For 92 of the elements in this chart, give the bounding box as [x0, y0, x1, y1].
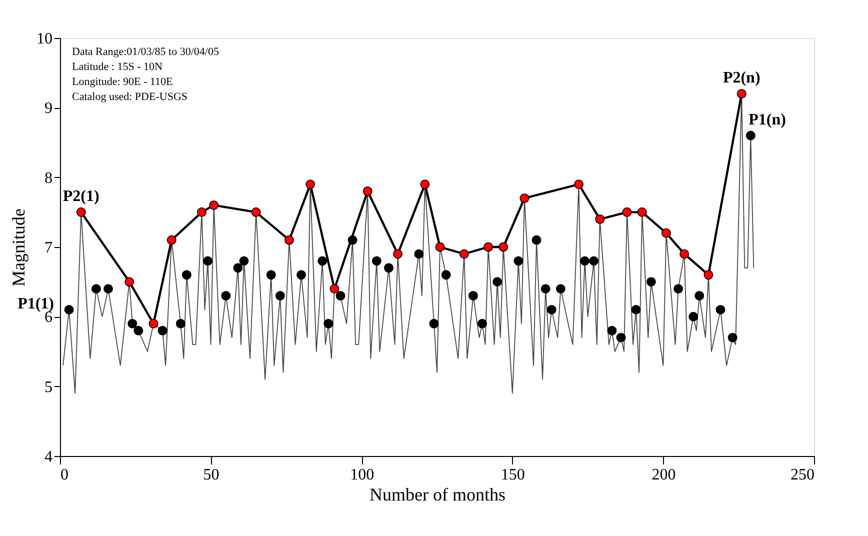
x-axis-title: Number of months: [370, 484, 506, 504]
point: [266, 270, 276, 280]
point: [384, 263, 394, 273]
point: [574, 180, 584, 190]
point: [459, 249, 469, 259]
point: [661, 228, 671, 238]
point: [221, 291, 231, 300]
x-tick-label: 200: [652, 466, 676, 484]
point: [540, 284, 550, 294]
point: [631, 304, 641, 314]
point: [498, 242, 508, 252]
point: [134, 326, 144, 336]
point: [607, 326, 617, 336]
point: [284, 235, 294, 245]
point: [728, 332, 738, 342]
point: [478, 318, 487, 328]
point: [372, 256, 382, 266]
point: [514, 256, 524, 266]
point: [318, 256, 328, 266]
point: [595, 214, 605, 224]
point: [556, 284, 566, 294]
annotation: P1(n): [748, 112, 786, 129]
point: [580, 256, 590, 266]
point: [622, 207, 632, 217]
point: [694, 291, 704, 300]
point: [520, 194, 530, 203]
annotation: P2(1): [62, 188, 100, 206]
point: [492, 277, 502, 287]
point: [176, 318, 186, 328]
point: [736, 89, 746, 98]
annotation: Latitude : 15S - 10N: [72, 61, 162, 73]
y-tick-label: 4: [44, 448, 52, 466]
annotation: Catalog used: PDE-USGS: [72, 91, 188, 103]
point: [203, 256, 213, 266]
point: [251, 207, 261, 217]
point: [148, 318, 158, 328]
point: [182, 270, 192, 280]
point: [324, 318, 334, 328]
y-tick-label: 9: [44, 100, 52, 118]
point: [296, 270, 306, 280]
annotation: P1(1): [18, 296, 54, 313]
y-tick-label: 5: [44, 378, 52, 396]
point: [64, 304, 74, 314]
y-tick-label: 8: [44, 170, 52, 187]
point: [484, 242, 493, 252]
point: [688, 312, 698, 322]
point: [746, 130, 756, 140]
x-tick-label: 250: [790, 466, 814, 484]
point: [275, 291, 285, 300]
point: [166, 235, 176, 245]
point: [637, 207, 647, 217]
point: [239, 256, 249, 266]
point: [158, 326, 168, 336]
point: [209, 200, 219, 210]
point: [646, 277, 656, 287]
point: [441, 270, 451, 280]
point: [348, 235, 358, 245]
point: [546, 304, 556, 314]
point: [362, 186, 372, 196]
point: [393, 249, 403, 259]
point: [233, 263, 243, 273]
x-tick-label: 150: [500, 466, 525, 484]
point: [91, 284, 101, 294]
point: [468, 291, 478, 300]
point: [429, 318, 439, 328]
point: [104, 284, 113, 294]
annotation: Longitude: 90E - 110E: [72, 76, 173, 88]
y-axis-title: Magnitude: [8, 208, 28, 286]
point: [420, 180, 430, 190]
point: [414, 249, 424, 259]
point: [616, 332, 626, 342]
point: [128, 318, 138, 328]
point: [197, 207, 206, 217]
point: [306, 180, 316, 190]
point: [589, 256, 599, 266]
annotation: Data Range:01/03/85 to 30/04/05: [72, 46, 220, 58]
point: [76, 207, 86, 217]
point: [124, 277, 134, 287]
point: [704, 270, 714, 280]
point: [330, 284, 340, 294]
point: [680, 249, 690, 259]
x-tick-label: 50: [203, 466, 220, 484]
y-tick-label: 10: [36, 30, 52, 48]
point: [532, 235, 542, 245]
point: [674, 284, 684, 294]
x-tick-label: 100: [350, 466, 374, 484]
point: [336, 291, 346, 300]
annotation: P2(n): [722, 70, 760, 87]
y-tick-label: 7: [44, 240, 52, 256]
point: [435, 242, 445, 252]
x-tick-label: 0: [60, 466, 68, 484]
point: [716, 304, 726, 314]
